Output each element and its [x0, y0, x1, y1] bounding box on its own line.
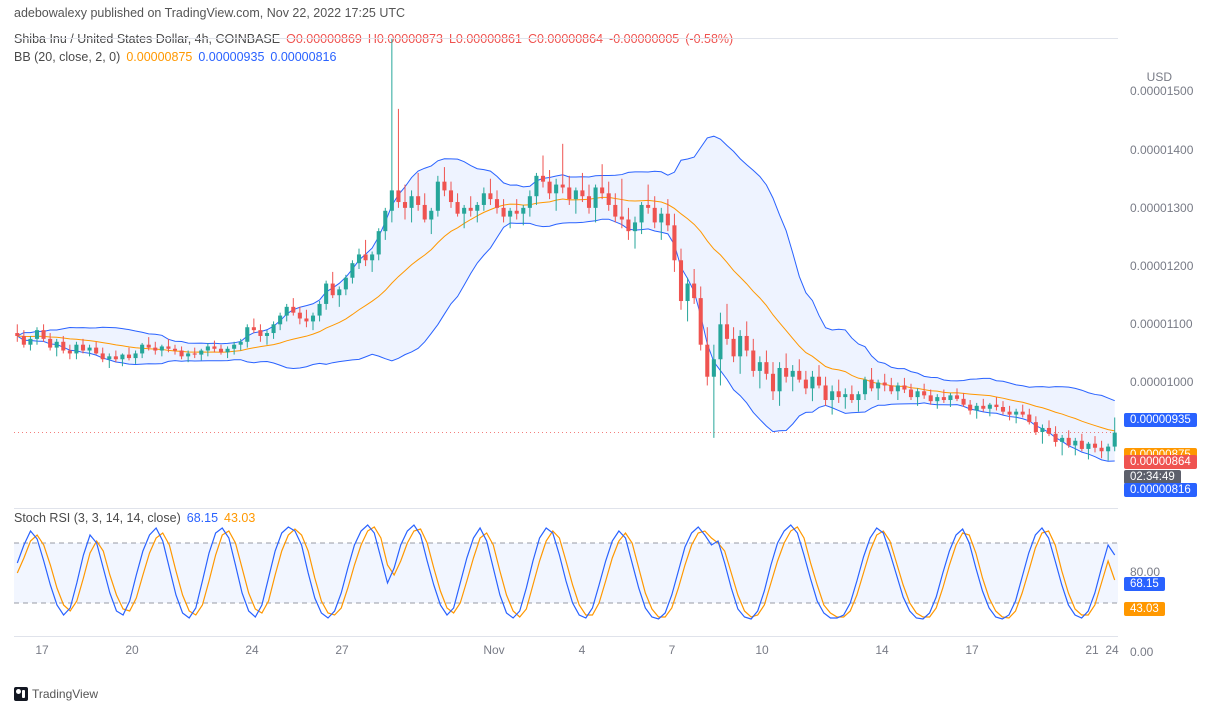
tradingview-footer: TradingView	[14, 687, 98, 701]
chart-container: Shiba Inu / United States Dollar, 4h, CO…	[0, 30, 1232, 707]
time-tick-label: Nov	[483, 643, 504, 657]
price-marker: 0.00000864	[1124, 455, 1197, 469]
time-tick-label: 7	[669, 643, 676, 657]
footer-text: TradingView	[32, 687, 98, 701]
price-grid-label: 0.00001000	[1130, 375, 1193, 389]
time-tick-label: 4	[579, 643, 586, 657]
time-tick-label: 17	[965, 643, 978, 657]
rsi-name: Stoch RSI (3, 3, 14, 14, close)	[14, 511, 181, 525]
main-price-pane[interactable]	[14, 38, 1118, 498]
price-grid-label: 0.00001400	[1130, 143, 1193, 157]
rsi-marker: 68.15	[1124, 577, 1165, 591]
time-tick-label: 24	[1105, 643, 1118, 657]
published-on: published on TradingView.com,	[90, 6, 263, 20]
time-tick-label: 17	[35, 643, 48, 657]
rsi-k: 68.15	[187, 511, 218, 525]
rsi-grid-label: 0.00	[1130, 645, 1153, 659]
rsi-legend: Stoch RSI (3, 3, 14, 14, close) 68.15 43…	[14, 511, 255, 525]
price-grid-label: 0.00001300	[1130, 201, 1193, 215]
price-marker: 0.00000816	[1124, 483, 1197, 497]
price-grid-label: 0.00001500	[1130, 84, 1193, 98]
price-y-axis[interactable]: 0.00001500 0.00001400 0.00001300 0.00001200…	[1120, 68, 1228, 528]
rsi-marker: 43.03	[1124, 602, 1165, 616]
time-tick-label: 21	[1085, 643, 1098, 657]
price-grid-label: 0.00001200	[1130, 259, 1193, 273]
time-tick-label: 20	[125, 643, 138, 657]
price-marker: 0.00000935	[1124, 413, 1197, 427]
rsi-d: 43.03	[224, 511, 255, 525]
publish-date: Nov 22, 2022 17:25 UTC	[267, 6, 405, 20]
rsi-y-axis[interactable]: 80.000.0068.1543.03	[1120, 538, 1228, 666]
time-tick-label: 27	[335, 643, 348, 657]
time-tick-label: 10	[755, 643, 768, 657]
stoch-rsi-pane[interactable]: Stoch RSI (3, 3, 14, 14, close) 68.15 43…	[14, 508, 1118, 636]
publisher: adebowalexy	[14, 6, 87, 20]
price-grid-label: 0.00001100	[1130, 317, 1193, 331]
time-tick-label: 24	[245, 643, 258, 657]
publish-header: adebowalexy published on TradingView.com…	[0, 0, 1232, 26]
time-tick-label: 14	[875, 643, 888, 657]
tradingview-logo-icon	[14, 687, 28, 701]
price-marker: 02:34:49	[1124, 470, 1181, 484]
time-x-axis[interactable]: 17 20 24 27 Nov 4 7 10 14 17 21 24	[14, 636, 1118, 666]
